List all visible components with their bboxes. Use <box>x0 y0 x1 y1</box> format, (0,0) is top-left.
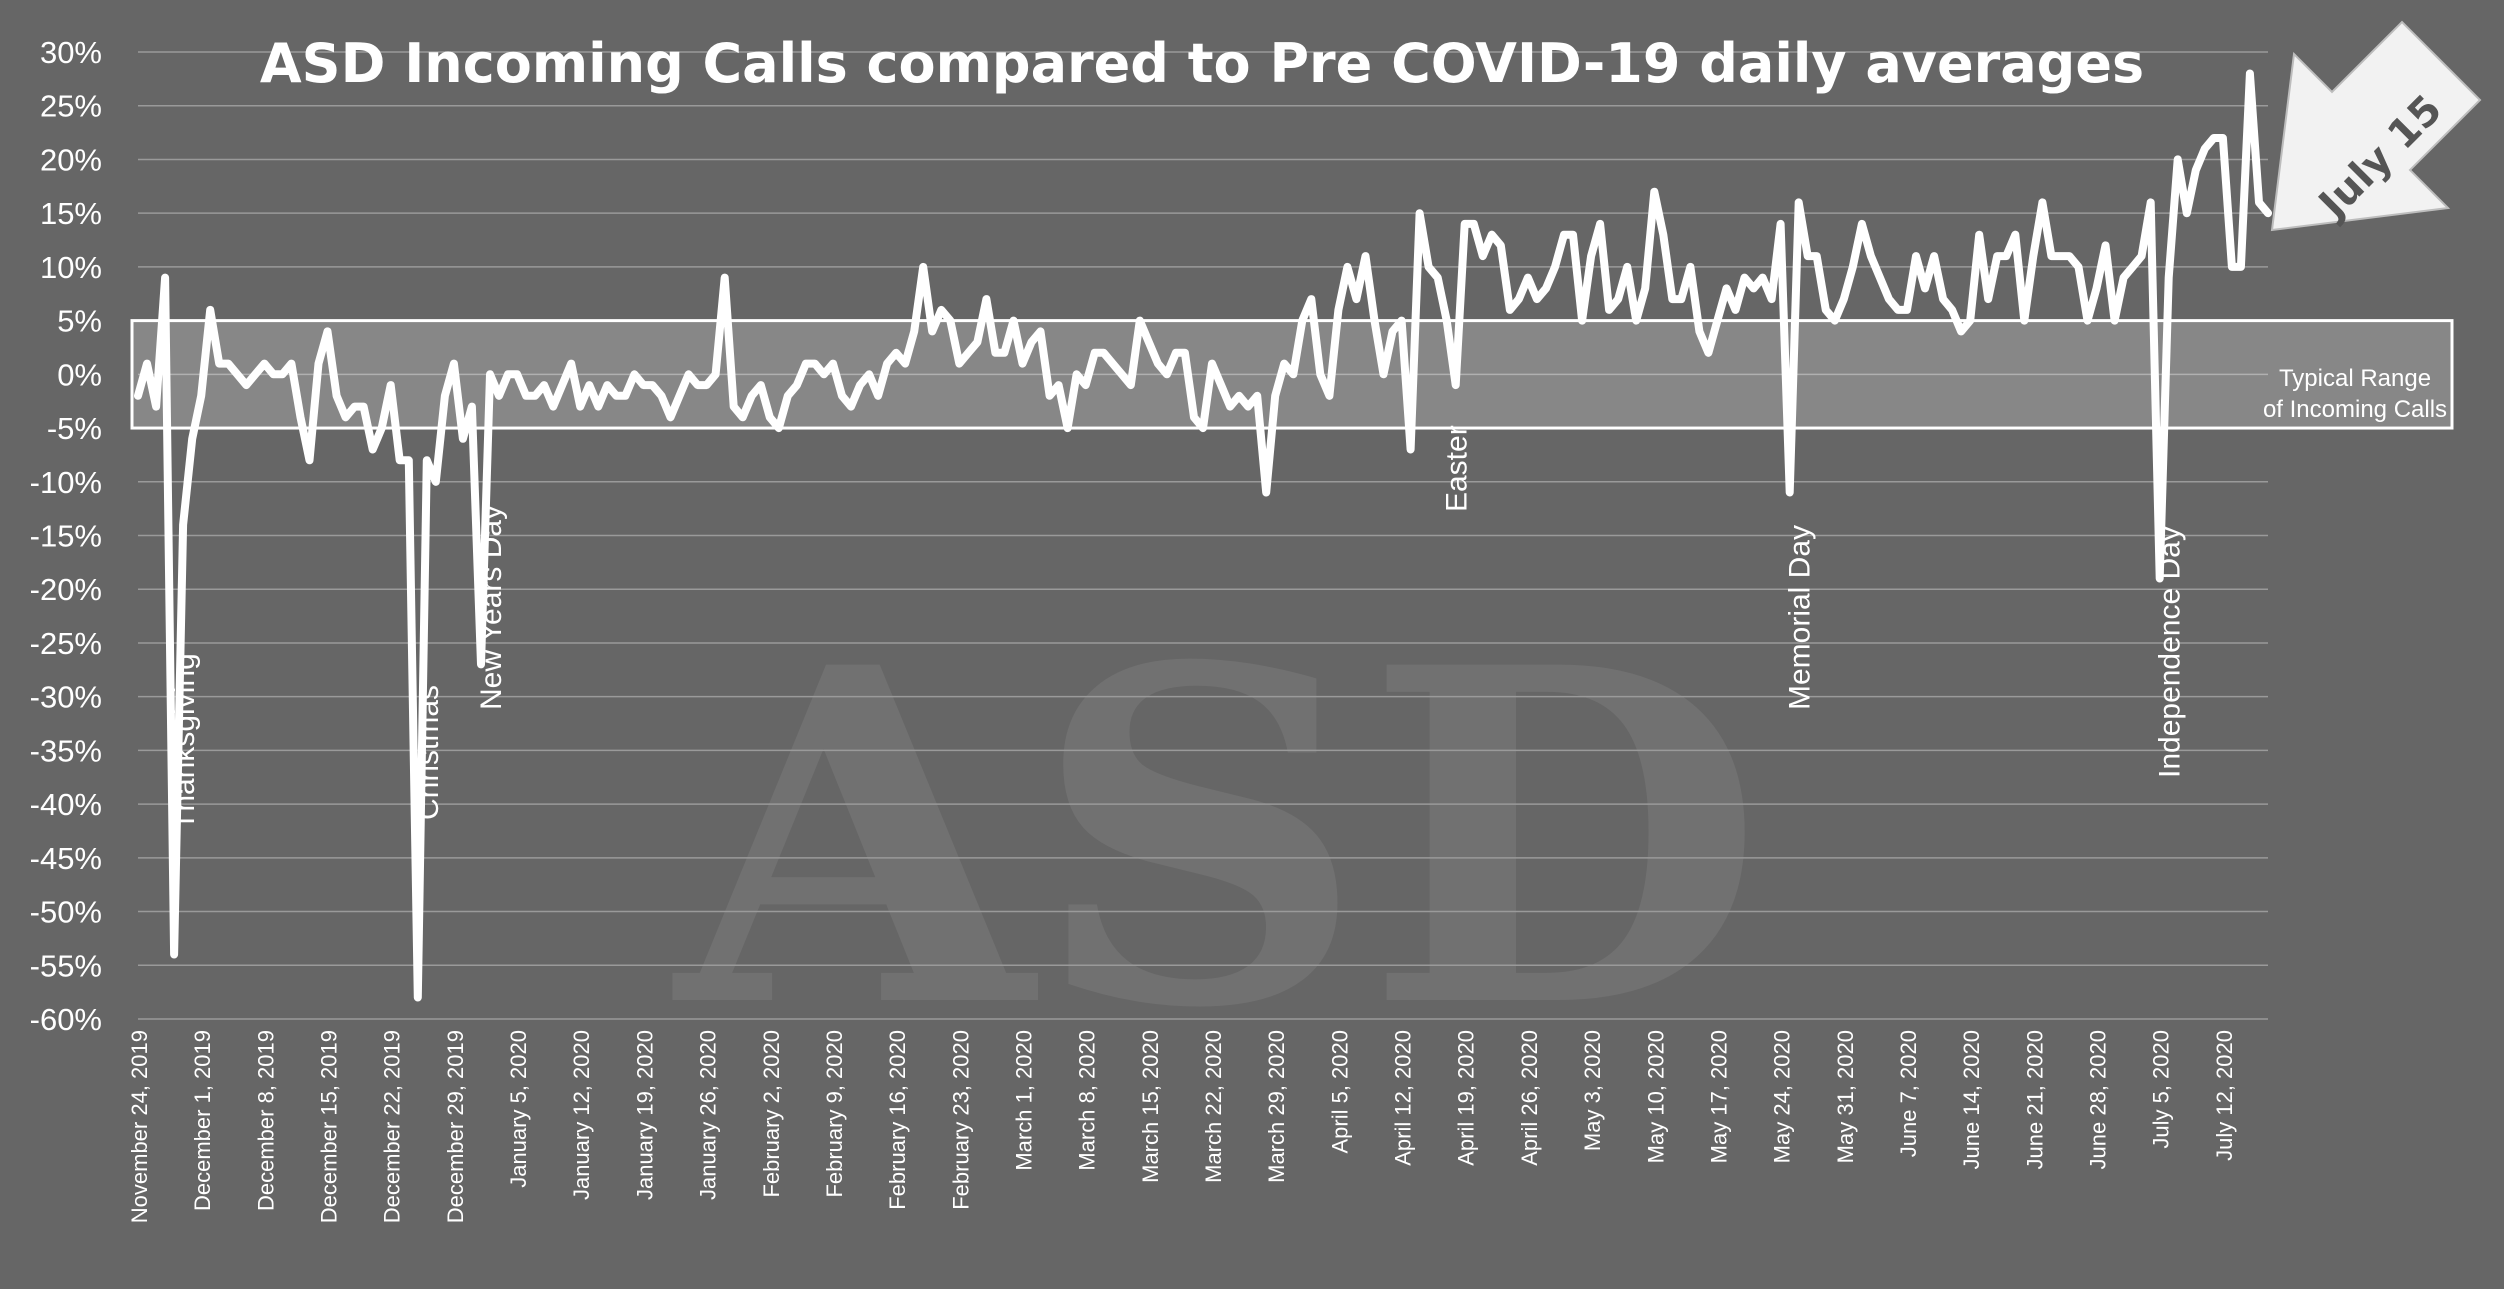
x-tick-label: December 29, 2019 <box>443 1030 468 1223</box>
x-tick-label: January 26, 2020 <box>696 1030 721 1200</box>
x-tick-label: January 12, 2020 <box>569 1030 594 1200</box>
x-tick-label: January 19, 2020 <box>632 1030 657 1200</box>
y-tick-label: -15% <box>30 519 102 554</box>
x-tick-label: June 28, 2020 <box>2086 1030 2111 1169</box>
y-tick-label: 10% <box>40 250 102 285</box>
y-tick-label: -5% <box>47 411 102 446</box>
typical-range-label-line1: Typical Range <box>2279 365 2431 392</box>
y-tick-label: -50% <box>30 895 102 930</box>
x-tick-label: July 12, 2020 <box>2212 1030 2237 1161</box>
x-tick-label: February 2, 2020 <box>759 1030 784 1198</box>
x-tick-label: March 22, 2020 <box>1201 1030 1226 1183</box>
x-tick-label: February 23, 2020 <box>948 1030 973 1210</box>
holiday-label: New Years Day <box>475 505 508 710</box>
series-line <box>134 69 2272 1002</box>
x-tick-label: November 24, 2019 <box>127 1030 152 1223</box>
x-tick-label: March 15, 2020 <box>1138 1030 1163 1183</box>
y-tick-label: 30% <box>40 35 102 70</box>
y-tick-label: 5% <box>57 304 102 339</box>
y-tick-label: -60% <box>30 1002 102 1037</box>
y-tick-label: -20% <box>30 572 102 607</box>
x-tick-label: December 22, 2019 <box>380 1030 405 1223</box>
x-tick-label: June 21, 2020 <box>2022 1030 2047 1169</box>
holiday-label: Christmas <box>412 685 445 820</box>
holiday-label: Independence Day <box>2154 526 2187 778</box>
y-tick-label: 20% <box>40 142 102 177</box>
callout-arrow <box>2270 20 2482 232</box>
x-tick-label: March 8, 2020 <box>1075 1030 1100 1171</box>
y-tick-label: -10% <box>30 465 102 500</box>
x-tick-label: December 8, 2019 <box>253 1030 278 1211</box>
x-tick-label: December 1, 2019 <box>190 1030 215 1211</box>
x-tick-label: February 16, 2020 <box>885 1030 910 1210</box>
july-15-callout: July 15 <box>2270 20 2482 232</box>
x-tick-label: May 31, 2020 <box>1833 1030 1858 1163</box>
y-axis-ticks: 30% 25% 20% 15% 10% 5% 0% -5% -10% -15% -20% -25% -3… <box>30 35 102 1037</box>
x-tick-label: April 12, 2020 <box>1391 1030 1416 1166</box>
x-tick-label: May 3, 2020 <box>1580 1030 1605 1151</box>
holiday-annotations: Thanksgiving Christmas New Years Day Easter… <box>168 425 2187 830</box>
chart-title: ASD Incoming Calls compared to Pre COVID… <box>260 32 2144 95</box>
y-tick-label: -55% <box>30 948 102 983</box>
x-tick-label: June 14, 2020 <box>1959 1030 1984 1169</box>
x-tick-label: March 29, 2020 <box>1264 1030 1289 1183</box>
y-tick-label: 15% <box>40 196 102 231</box>
x-tick-label: April 19, 2020 <box>1454 1030 1479 1166</box>
x-tick-label: January 5, 2020 <box>506 1030 531 1188</box>
x-tick-label: June 7, 2020 <box>1896 1030 1921 1157</box>
y-tick-label: 0% <box>57 357 102 392</box>
x-tick-label: February 9, 2020 <box>822 1030 847 1198</box>
holiday-label: Thanksgiving <box>168 653 201 830</box>
x-tick-label: July 5, 2020 <box>2149 1030 2174 1149</box>
typical-range-label-line2: of Incoming Calls <box>2263 396 2447 423</box>
x-axis-ticks: November 24, 2019 December 1, 2019 Decembe… <box>127 1030 2237 1223</box>
y-tick-label: 25% <box>40 89 102 124</box>
x-tick-label: April 26, 2020 <box>1517 1030 1542 1166</box>
x-tick-label: December 15, 2019 <box>317 1030 342 1223</box>
x-tick-label: May 17, 2020 <box>1706 1030 1731 1163</box>
y-tick-label: -45% <box>30 841 102 876</box>
watermark: ASD <box>669 569 1764 1109</box>
y-tick-label: -40% <box>30 787 102 822</box>
y-tick-label: -25% <box>30 626 102 661</box>
y-tick-label: -35% <box>30 733 102 768</box>
y-tick-label: -30% <box>30 680 102 715</box>
holiday-label: Easter <box>1441 425 1474 512</box>
x-tick-label: May 10, 2020 <box>1643 1030 1668 1163</box>
x-tick-label: April 5, 2020 <box>1327 1030 1352 1154</box>
x-tick-label: May 24, 2020 <box>1770 1030 1795 1163</box>
holiday-label: Memorial Day <box>1784 525 1817 710</box>
x-tick-label: March 1, 2020 <box>1011 1030 1036 1171</box>
